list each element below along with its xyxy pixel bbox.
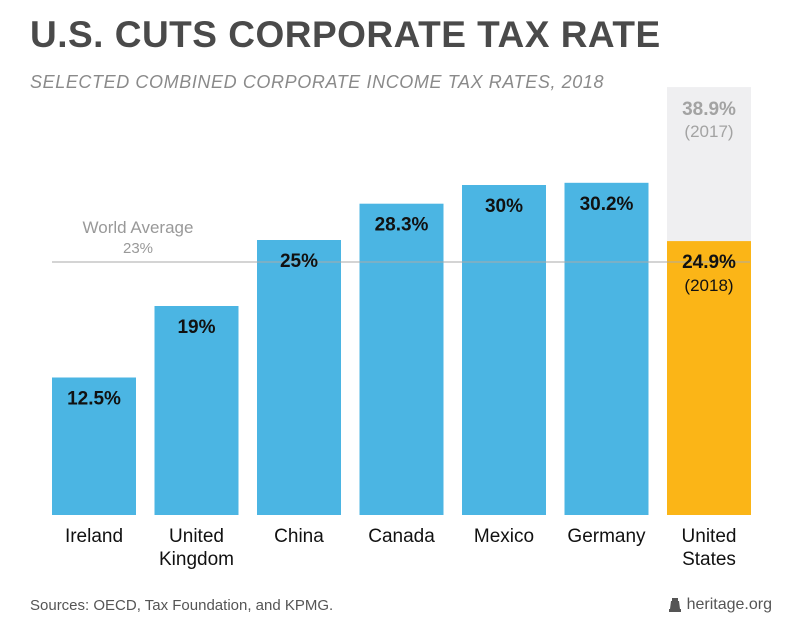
- category-label: Ireland: [65, 526, 123, 547]
- value-label: 12.5%: [67, 389, 121, 410]
- world-average-value: 23%: [123, 240, 153, 257]
- bar-germany: [564, 182, 649, 516]
- chart-subtitle: SELECTED COMBINED CORPORATE INCOME TAX R…: [30, 72, 605, 92]
- value-label: 30%: [485, 196, 523, 217]
- category-label: United: [169, 526, 224, 547]
- sources-note: Sources: OECD, Tax Foundation, and KPMG.: [30, 597, 334, 614]
- category-label: United: [682, 526, 737, 547]
- value-label: 24.9%: [682, 252, 736, 273]
- brand-credit[interactable]: heritage.org: [668, 596, 772, 614]
- value-label-year: (2018): [684, 276, 733, 295]
- bar-china: [257, 240, 341, 515]
- value-label: 30.2%: [580, 194, 634, 215]
- previous-value-year: (2017): [684, 122, 733, 141]
- world-average-label: World Average: [83, 218, 194, 237]
- bar-mexico: [462, 185, 546, 515]
- value-label: 25%: [280, 251, 318, 272]
- category-label: Canada: [368, 526, 435, 547]
- category-label: China: [274, 526, 324, 547]
- brand-text[interactable]: heritage.org: [686, 596, 772, 613]
- bar-united-states: [667, 241, 751, 515]
- bar-chart: World Average 23% 12.5% 19% 25% 28.3% 30% 30.2%…: [52, 87, 751, 570]
- value-label: 28.3%: [375, 215, 429, 236]
- heritage-bell-icon: [668, 598, 681, 612]
- bar-united-kingdom: [154, 306, 239, 515]
- chart-title: U.S. CUTS CORPORATE TAX RATE: [30, 14, 661, 55]
- previous-value-label: 38.9%: [682, 99, 736, 120]
- category-label: States: [682, 549, 736, 570]
- category-label: Germany: [567, 526, 646, 547]
- bar-ireland: [52, 377, 136, 515]
- bar-canada: [359, 203, 444, 515]
- category-label: Kingdom: [159, 549, 234, 570]
- category-label: Mexico: [474, 526, 534, 547]
- value-label: 19%: [177, 317, 215, 338]
